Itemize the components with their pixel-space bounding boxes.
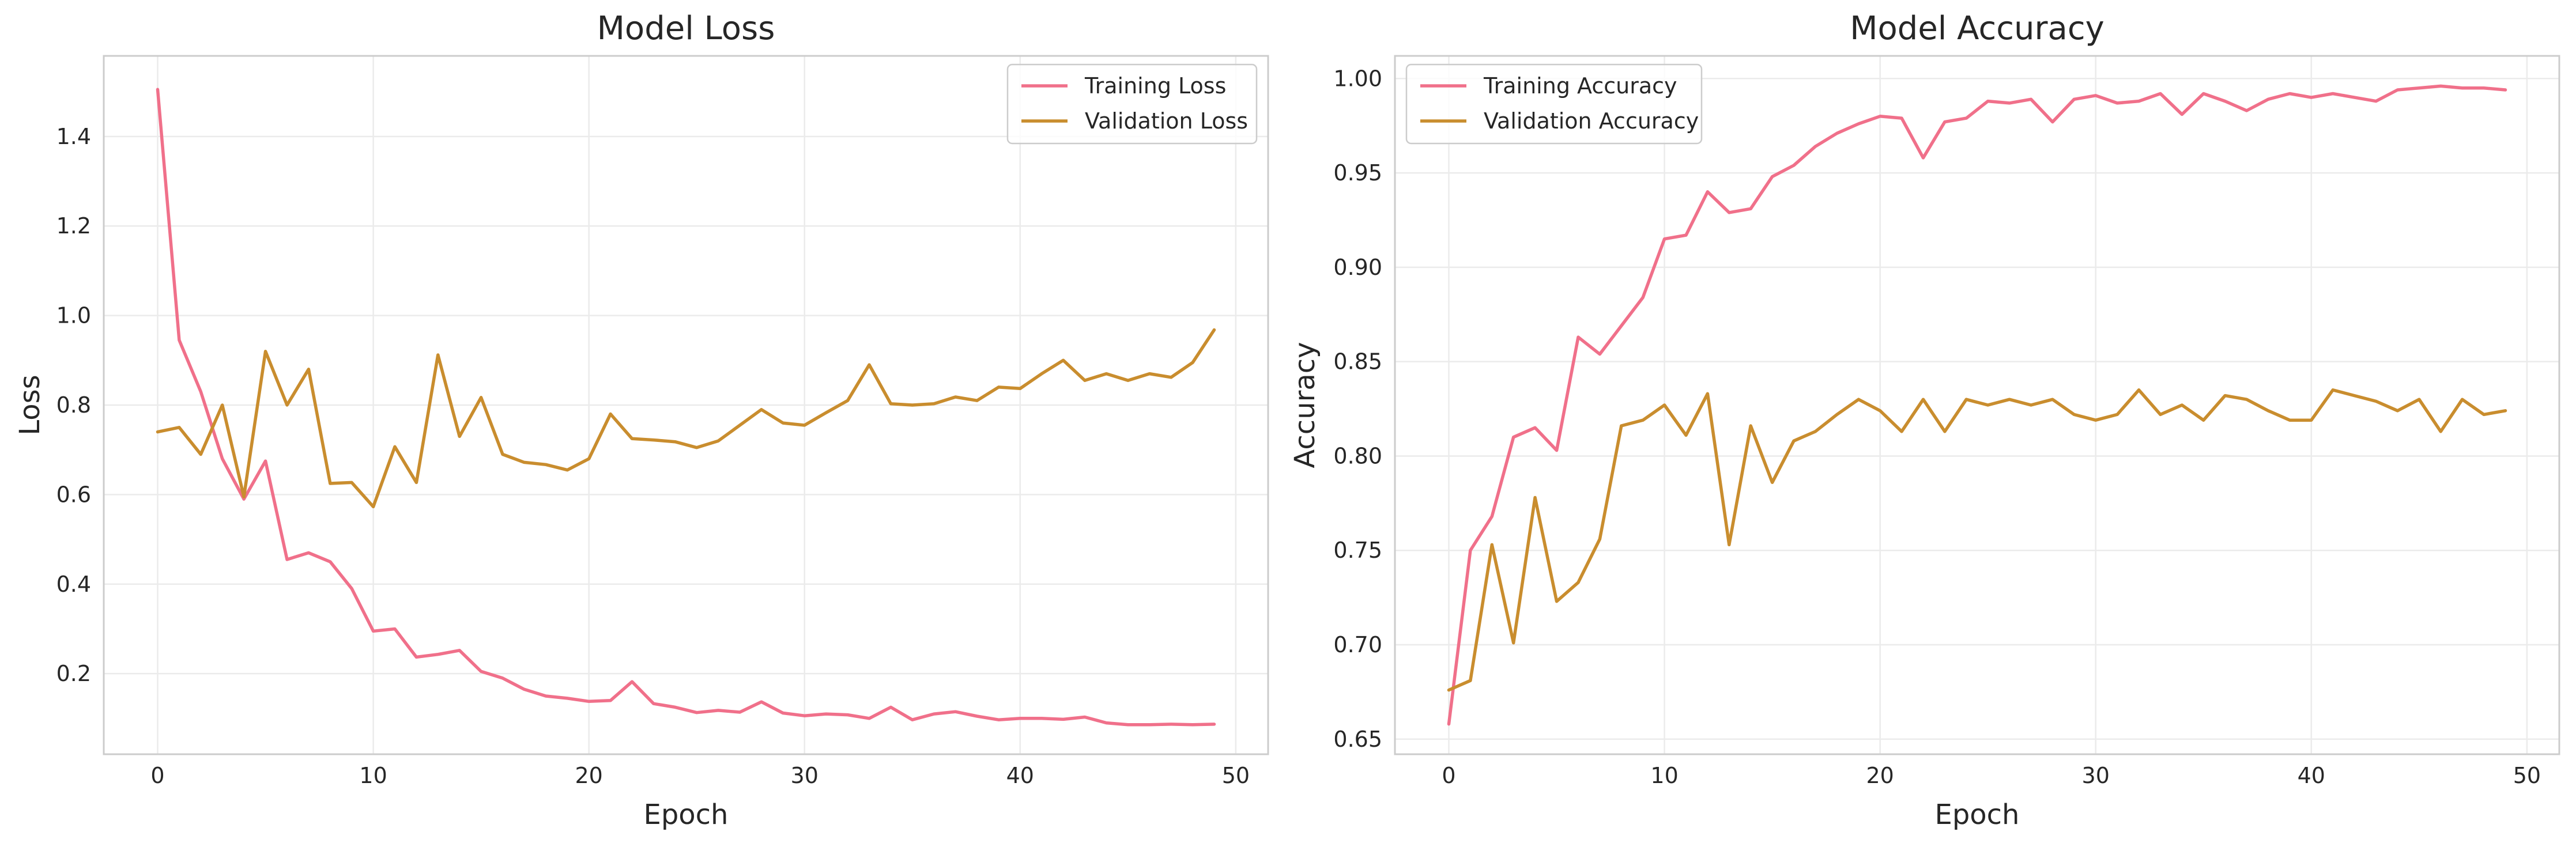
accuracy-series	[1447, 84, 2507, 726]
accuracy-y-axis-label: Accuracy	[1289, 342, 1321, 468]
legend-label-validation-accuracy: Validation Accuracy	[1484, 108, 1699, 134]
accuracy-tick-labels: 0 10 20 30 40 50 0.65 0.70 0.75 0.80 0.85 0.90 0.95 1…	[1333, 66, 2541, 788]
accuracy-y-tick-label: 0.70	[1333, 632, 1382, 657]
loss-y-tick-label: 0.8	[56, 392, 91, 418]
loss-chart-panel: 0 10 20 30 40 50 0.2 0.4 0.6 0.8 1.0 1.2 1.4 Model L…	[14, 10, 1269, 831]
loss-x-tick-label: 0	[150, 763, 164, 788]
legend-label-training-loss: Training Loss	[1084, 73, 1226, 99]
accuracy-y-tick-label: 0.75	[1333, 538, 1382, 563]
accuracy-y-tick-label: 0.95	[1333, 160, 1382, 186]
series-line-training-accuracy	[1447, 84, 2507, 726]
series-line-training-loss	[156, 88, 1216, 727]
accuracy-y-tick-label: 0.80	[1333, 443, 1382, 468]
accuracy-y-tick-label: 0.85	[1333, 349, 1382, 375]
accuracy-y-tick-label: 1.00	[1333, 66, 1382, 91]
accuracy-y-tick-label: 0.65	[1333, 727, 1382, 752]
accuracy-x-tick-label: 0	[1442, 763, 1455, 788]
loss-chart-title: Model Loss	[597, 10, 775, 47]
accuracy-x-tick-label: 10	[1650, 763, 1678, 788]
loss-y-tick-label: 0.2	[56, 661, 91, 686]
accuracy-chart-panel: 0 10 20 30 40 50 0.65 0.70 0.75 0.80 0.85 0.90 0.95 1…	[1289, 10, 2560, 831]
loss-legend: Training Loss Validation Loss	[1006, 63, 1258, 145]
accuracy-y-tick-label: 0.90	[1333, 255, 1382, 280]
loss-y-tick-label: 1.2	[56, 213, 91, 239]
accuracy-x-tick-label: 40	[2298, 763, 2325, 788]
loss-series	[156, 88, 1216, 727]
accuracy-x-axis-label: Epoch	[1935, 799, 2020, 831]
loss-y-tick-label: 1.0	[56, 303, 91, 328]
accuracy-legend-box	[1405, 63, 1703, 145]
accuracy-chart-title: Model Accuracy	[1850, 10, 2104, 47]
loss-x-tick-label: 10	[359, 763, 387, 788]
accuracy-x-tick-label: 20	[1866, 763, 1894, 788]
loss-plot-frame	[103, 55, 1269, 755]
legend-label-training-accuracy: Training Accuracy	[1483, 73, 1677, 99]
loss-tick-labels: 0 10 20 30 40 50 0.2 0.4 0.6 0.8 1.0 1.2 1.4	[56, 124, 1250, 788]
legend-label-validation-loss: Validation Loss	[1085, 108, 1248, 134]
loss-x-tick-label: 30	[791, 763, 819, 788]
loss-x-axis-label: Epoch	[644, 799, 729, 831]
accuracy-x-tick-label: 50	[2513, 763, 2541, 788]
loss-x-tick-label: 20	[575, 763, 602, 788]
accuracy-x-tick-label: 30	[2082, 763, 2110, 788]
accuracy-legend: Training Accuracy Validation Accuracy	[1405, 63, 1703, 145]
loss-y-tick-label: 0.4	[56, 572, 91, 597]
accuracy-plot-frame	[1394, 55, 2560, 755]
loss-y-tick-label: 1.4	[56, 124, 91, 149]
loss-y-tick-label: 0.6	[56, 482, 91, 507]
loss-x-tick-label: 40	[1006, 763, 1034, 788]
loss-y-axis-label: Loss	[14, 375, 46, 435]
loss-legend-box	[1006, 63, 1258, 145]
series-line-validation-loss	[156, 328, 1216, 509]
series-line-validation-accuracy	[1447, 388, 2507, 692]
loss-x-tick-label: 50	[1222, 763, 1250, 788]
